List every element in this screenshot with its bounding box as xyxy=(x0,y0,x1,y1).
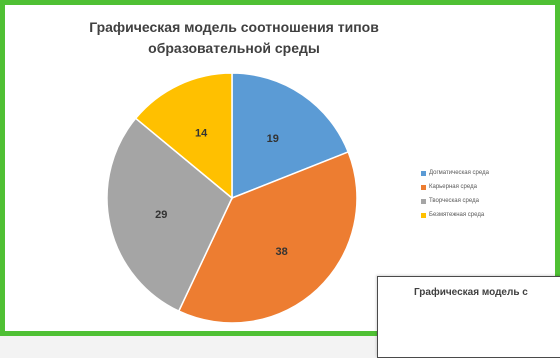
pie-slice xyxy=(134,72,233,200)
legend-item: Творческая среда xyxy=(421,194,551,208)
chart-title-line-2: образовательной среды xyxy=(148,40,320,56)
legend-label: Безмятежная среда xyxy=(429,212,485,218)
legend-item: Карьерная среда xyxy=(421,180,551,194)
chart-title-line-1: Графическая модель соотношения типов xyxy=(89,19,379,35)
chart-legend: Догматическая среда Карьерная среда Твор… xyxy=(421,166,551,222)
pie-data-label: 14 xyxy=(195,127,208,139)
legend-label: Творческая среда xyxy=(429,198,479,204)
legend-label: Догматическая среда xyxy=(429,170,489,176)
second-chart-title: Графическая модель с xyxy=(414,287,528,298)
pie-slice xyxy=(106,117,233,313)
second-chart-panel: Графическая модель с xyxy=(377,276,560,358)
pie-data-label: 38 xyxy=(276,246,288,258)
legend-swatch xyxy=(421,198,426,204)
pie-data-label: 29 xyxy=(155,209,167,221)
pie-slice xyxy=(231,72,350,200)
legend-swatch xyxy=(421,212,426,218)
legend-item: Безмятежная среда xyxy=(421,208,551,222)
legend-label: Карьерная среда xyxy=(429,184,477,190)
legend-swatch xyxy=(421,184,426,190)
pie-data-label: 19 xyxy=(267,133,279,145)
pie-chart: 19 38 29 14 xyxy=(106,72,358,324)
chart-title: Графическая модель соотношения типов обр… xyxy=(84,17,384,59)
pie-slice xyxy=(177,151,358,324)
pie-slices xyxy=(106,72,358,324)
legend-item: Догматическая среда xyxy=(421,166,551,180)
legend-swatch xyxy=(421,170,426,176)
pie-data-labels: 19 38 29 14 xyxy=(155,127,288,257)
